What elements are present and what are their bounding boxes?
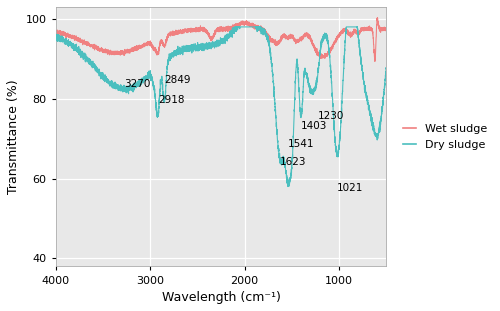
Text: 1403: 1403 bbox=[301, 121, 328, 131]
Text: 2849: 2849 bbox=[164, 75, 191, 85]
Legend: Wet sludge, Dry sludge: Wet sludge, Dry sludge bbox=[398, 119, 492, 154]
Text: 3270: 3270 bbox=[124, 79, 151, 89]
Text: 2918: 2918 bbox=[158, 95, 184, 105]
Text: 1021: 1021 bbox=[337, 183, 363, 193]
Text: 1230: 1230 bbox=[318, 111, 344, 121]
Text: 1623: 1623 bbox=[280, 157, 306, 167]
Text: 1541: 1541 bbox=[288, 139, 314, 149]
X-axis label: Wavelength (cm⁻¹): Wavelength (cm⁻¹) bbox=[162, 291, 280, 304]
Y-axis label: Transmittance (%): Transmittance (%) bbox=[7, 79, 20, 194]
